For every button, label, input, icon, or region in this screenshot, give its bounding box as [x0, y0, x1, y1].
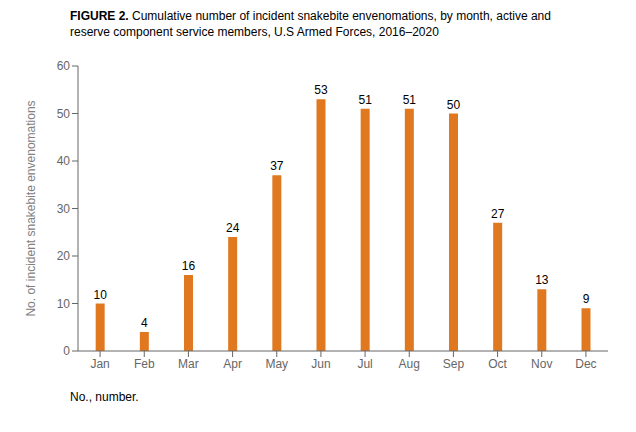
svg-text:50: 50	[57, 107, 71, 121]
svg-text:No. of incident snakebite enve: No. of incident snakebite envenomations	[24, 100, 38, 316]
svg-text:Jan: Jan	[90, 357, 109, 371]
svg-text:51: 51	[358, 93, 372, 107]
svg-text:20: 20	[57, 249, 71, 263]
svg-text:Jul: Jul	[357, 357, 372, 371]
svg-text:27: 27	[491, 207, 505, 221]
svg-text:Apr: Apr	[223, 357, 242, 371]
svg-text:60: 60	[57, 59, 71, 73]
svg-text:Oct: Oct	[488, 357, 507, 371]
svg-text:Jun: Jun	[311, 357, 330, 371]
svg-text:16: 16	[182, 259, 196, 273]
svg-text:Feb: Feb	[134, 357, 155, 371]
html-text:reserve component service memb: reserve component service members, U.S A…	[70, 25, 439, 39]
svg-text:51: 51	[403, 93, 417, 107]
html-text:FIGURE 2. Cumulative number of: FIGURE 2. Cumulative number of incident …	[70, 9, 551, 23]
svg-text:May: May	[265, 357, 288, 371]
svg-text:37: 37	[270, 159, 284, 173]
svg-text:9: 9	[583, 292, 590, 306]
svg-text:53: 53	[314, 83, 328, 97]
svg-text:10: 10	[57, 297, 71, 311]
svg-text:40: 40	[57, 154, 71, 168]
svg-text:Mar: Mar	[178, 357, 199, 371]
svg-text:50: 50	[447, 98, 461, 112]
svg-text:Nov: Nov	[531, 357, 552, 371]
svg-text:4: 4	[141, 316, 148, 330]
svg-text:24: 24	[226, 221, 240, 235]
svg-text:10: 10	[93, 288, 107, 302]
svg-text:Aug: Aug	[399, 357, 420, 371]
svg-text:30: 30	[57, 202, 71, 216]
svg-text:Dec: Dec	[575, 357, 596, 371]
svg-text:13: 13	[535, 273, 549, 287]
svg-text:0: 0	[63, 344, 70, 358]
svg-text:Sep: Sep	[443, 357, 465, 371]
html-text:No., number.: No., number.	[70, 390, 139, 404]
